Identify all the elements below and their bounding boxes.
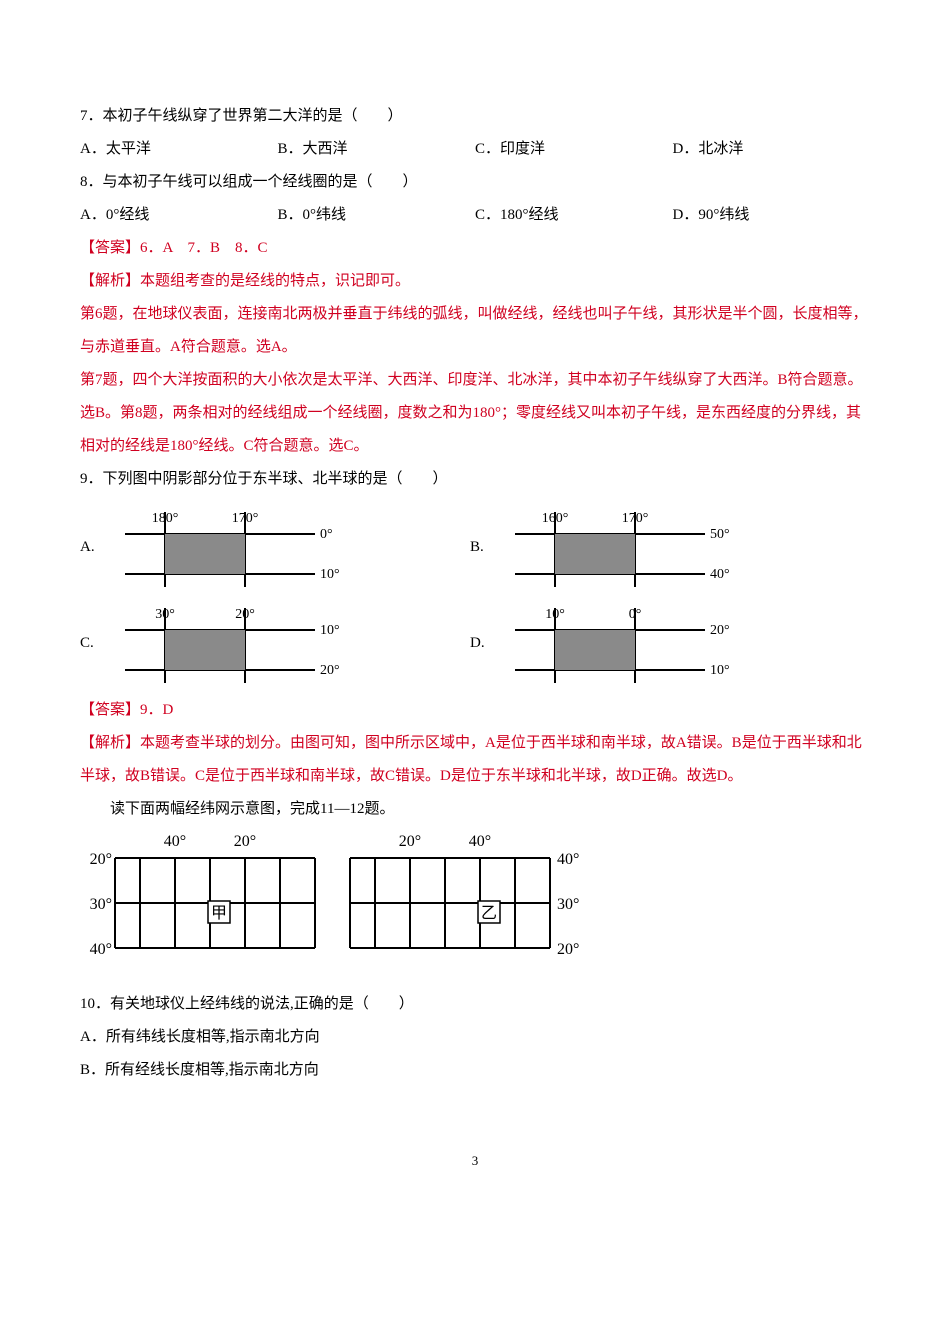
q9-fig-b: 160° 170° 50° 40°	[500, 502, 730, 592]
q7-options: A．太平洋 B．大西洋 C．印度洋 D．北冰洋	[80, 133, 870, 166]
gl-x1: 20°	[234, 833, 256, 850]
grid-pair: 40° 20° 20° 30° 40° 甲 20° 40° 40° 30°	[80, 826, 600, 976]
answer-text: 6．A 7．B 8．C	[140, 240, 268, 256]
figD-tl: 10°	[545, 607, 565, 622]
answer9-label: 【答案】	[80, 702, 140, 718]
page-number: 3	[80, 1147, 870, 1176]
figB-tl: 160°	[542, 511, 569, 526]
exp678-p3: 第7题，四个大洋按面积的大小依次是太平洋、大西洋、印度洋、北冰洋，其中本初子午线…	[80, 364, 870, 463]
explanation-678: 【解析】本题组考查的是经线的特点，识记即可。	[80, 265, 870, 298]
q9-fig-d-cell: D. 10° 0° 20° 10°	[470, 598, 830, 688]
q9-row-cd: C. 30° 20° 10° 20° D. 10° 0° 20° 10°	[80, 598, 870, 688]
q1112-grids: 40° 20° 20° 30° 40° 甲 20° 40° 40° 30°	[80, 826, 870, 976]
figA-rb: 10°	[320, 567, 340, 582]
figA-rt: 0°	[320, 527, 333, 542]
q8-opt-c: C．180°经线	[475, 199, 673, 232]
q9-fig-c: 30° 20° 10° 20°	[110, 598, 340, 688]
figC-rb: 20°	[320, 663, 340, 678]
figB-tr: 170°	[622, 511, 649, 526]
exp9-text: 本题考查半球的划分。由图可知，图中所示区域中，A是位于西半球和南半球，故A错误。…	[80, 735, 862, 784]
answer9-text: 9．D	[140, 702, 173, 718]
q10-opt-a: A．所有纬线长度相等,指示南北方向	[80, 1021, 870, 1054]
gl-y0: 20°	[90, 851, 112, 868]
q9-fig-a: 180° 170° 0° 10°	[110, 502, 340, 592]
q8-opt-b: B．0°纬线	[278, 199, 476, 232]
gr-y0: 40°	[557, 851, 579, 868]
q10-opt-b: B．所有经线长度相等,指示南北方向	[80, 1054, 870, 1087]
q8-text: 8．与本初子午线可以组成一个经线圈的是（ ）	[80, 166, 870, 199]
q8-opt-a: A．0°经线	[80, 199, 278, 232]
q9-text: 9．下列图中阴影部分位于东半球、北半球的是（ ）	[80, 463, 870, 496]
q7-opt-b: B．大西洋	[278, 133, 476, 166]
q9-fig-a-cell: A. 180° 170° 0° 10°	[80, 502, 440, 592]
gr-y2: 20°	[557, 941, 579, 958]
figC-tr: 20°	[235, 607, 255, 622]
explanation-9: 【解析】本题考查半球的划分。由图可知，图中所示区域中，A是位于西半球和南半球，故…	[80, 727, 870, 793]
q8-options: A．0°经线 B．0°纬线 C．180°经线 D．90°纬线	[80, 199, 870, 232]
answer-9: 【答案】9．D	[80, 694, 870, 727]
gr-y1: 30°	[557, 896, 579, 913]
figB-rt: 50°	[710, 527, 730, 542]
q9-fig-c-cell: C. 30° 20° 10° 20°	[80, 598, 440, 688]
q1112-instr: 读下面两幅经纬网示意图，完成11—12题。	[110, 793, 870, 826]
figD-tr: 0°	[629, 607, 642, 622]
q9-row-ab: A. 180° 170° 0° 10° B. 160° 170° 50° 40°	[80, 502, 870, 592]
q10-text: 10．有关地球仪上经纬线的说法,正确的是（ ）	[80, 988, 870, 1021]
q7-opt-a: A．太平洋	[80, 133, 278, 166]
gl-y1: 30°	[90, 896, 112, 913]
gl-x0: 40°	[164, 833, 186, 850]
gr-x0: 20°	[399, 833, 421, 850]
q9-fig-b-cell: B. 160° 170° 50° 40°	[470, 502, 830, 592]
figB-rb: 40°	[710, 567, 730, 582]
figA-tr: 170°	[232, 511, 259, 526]
figC-rt: 10°	[320, 623, 340, 638]
q7-opt-c: C．印度洋	[475, 133, 673, 166]
gr-marker: 乙	[481, 905, 497, 922]
answer-678: 【答案】6．A 7．B 8．C	[80, 232, 870, 265]
q7-opt-d: D．北冰洋	[673, 133, 871, 166]
answer-label: 【答案】	[80, 240, 140, 256]
gl-y2: 40°	[90, 941, 112, 958]
q8-opt-d: D．90°纬线	[673, 199, 871, 232]
q9-label-b: B.	[470, 531, 488, 564]
q7-text: 7．本初子午线纵穿了世界第二大洋的是（ ）	[80, 100, 870, 133]
figD-rb: 10°	[710, 663, 730, 678]
exp9-label: 【解析】	[80, 735, 140, 751]
figD-rt: 20°	[710, 623, 730, 638]
q9-label-a: A.	[80, 531, 98, 564]
q9-label-c: C.	[80, 627, 98, 660]
exp-label: 【解析】	[80, 273, 140, 289]
q9-label-d: D.	[470, 627, 488, 660]
exp678-p2: 第6题，在地球仪表面，连接南北两极并垂直于纬线的弧线，叫做经线，经线也叫子午线，…	[80, 298, 870, 364]
figC-tl: 30°	[155, 607, 175, 622]
figA-tl: 180°	[152, 511, 179, 526]
gl-marker: 甲	[211, 905, 227, 922]
gr-x1: 40°	[469, 833, 491, 850]
exp-p1: 本题组考查的是经线的特点，识记即可。	[140, 273, 410, 289]
q9-fig-d: 10° 0° 20° 10°	[500, 598, 730, 688]
